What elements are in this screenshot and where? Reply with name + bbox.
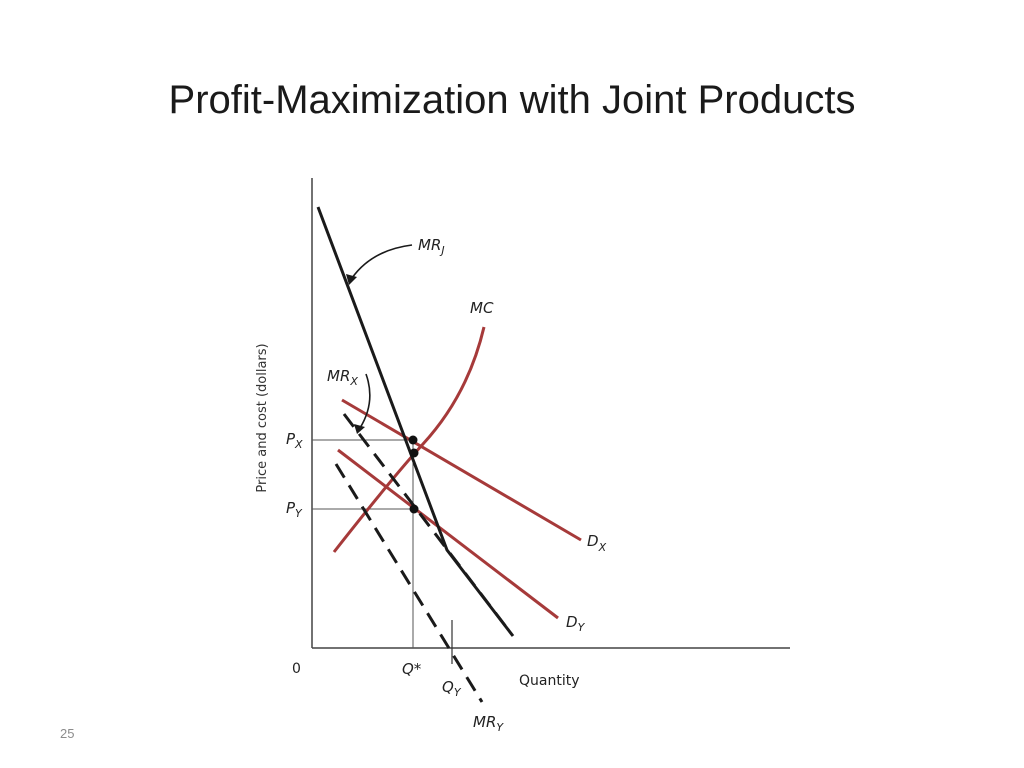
dy-curve: [337, 448, 559, 620]
x-axis-title: Quantity: [519, 673, 580, 689]
dx-label: DX: [587, 532, 607, 554]
mrj-curve: [316, 206, 515, 637]
dx-curve: [341, 398, 582, 542]
q-star-label: Q*: [402, 660, 422, 678]
mrj-arrowhead-icon: [346, 274, 357, 285]
mrx-label: MRX: [327, 367, 358, 388]
mc-label: MC: [470, 299, 494, 317]
slide-title: Profit-Maximization with Joint Products: [168, 78, 856, 122]
mrx-arrowhead-icon: [354, 424, 365, 434]
mc-curve: [332, 326, 486, 553]
mrj-arrow: [351, 244, 413, 279]
mrj-label: MRJ: [418, 236, 445, 257]
px-point: [408, 435, 418, 445]
mry-curve: [334, 463, 484, 703]
qy-label: QY: [442, 678, 462, 699]
py-point: [409, 504, 419, 514]
mry-label: MRY: [473, 713, 504, 734]
slide-number: 25: [60, 726, 75, 741]
dy-label: DY: [566, 613, 586, 634]
mc-mrj-point: [409, 448, 419, 458]
px-label: PX: [286, 430, 303, 451]
mrx-arrow: [359, 373, 371, 429]
y-axis-title: Price and cost (dollars): [255, 343, 270, 492]
origin-label: 0: [292, 661, 301, 677]
py-label: PY: [286, 499, 303, 520]
